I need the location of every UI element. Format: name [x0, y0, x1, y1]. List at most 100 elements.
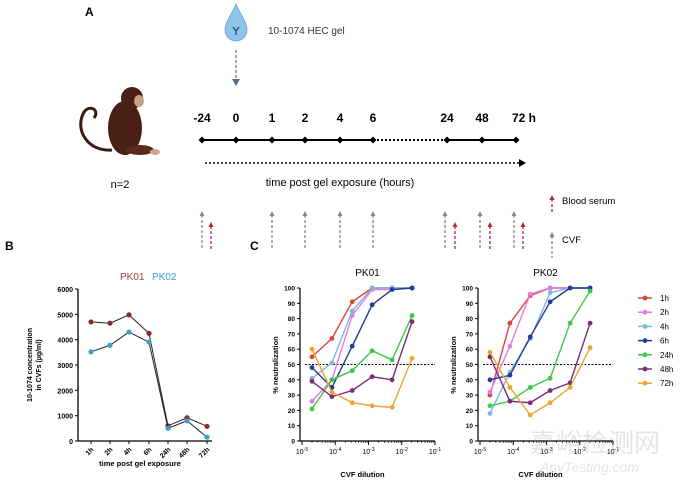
series-line-48h	[311, 321, 413, 398]
cvf-sampling-arrow-head	[302, 211, 308, 216]
y-tick-label: 70	[466, 331, 474, 338]
y-tick-label: 1000	[57, 414, 73, 421]
y-tick-label: 6000	[57, 287, 73, 294]
timepoint-marker	[478, 136, 486, 144]
y-tick-label: 90	[466, 301, 474, 308]
x-tick-base: 10	[474, 449, 482, 456]
y-tick-label: 50	[466, 362, 474, 369]
data-point-1h	[309, 354, 315, 360]
legend-item-1h: 1h	[638, 294, 669, 303]
legend-swatch-marker	[642, 352, 648, 358]
cvf-sampling-arrow-head	[337, 211, 343, 216]
y-axis-label-line2: in CVFs (µg/ml)	[36, 339, 43, 390]
x-tick-label: 2h	[104, 446, 115, 457]
data-point-pk01	[107, 320, 113, 326]
x-tick-exponent: -5	[482, 447, 487, 453]
watermark: 嘉峪检测网 AnyTesting.com	[530, 428, 660, 475]
timepoint-marker	[301, 136, 309, 144]
data-point-72h	[587, 345, 593, 351]
legend-item-2h: 2h	[638, 308, 669, 317]
legend-label: 6h	[660, 337, 669, 346]
time-arrow-head	[519, 159, 526, 167]
x-tick-label: 10-2	[574, 447, 586, 456]
data-point-pk02	[146, 339, 152, 345]
data-point-pk02	[184, 418, 190, 424]
legend-swatch-marker	[642, 324, 648, 329]
cvf-sampling-arrow-head	[199, 211, 205, 216]
y-tick-label: 30	[466, 393, 474, 400]
legend-label: 2h	[660, 308, 669, 317]
timepoint-label: 24	[440, 111, 454, 125]
legend-blood-serum: Blood serum	[562, 196, 615, 207]
data-point-pk02	[126, 329, 132, 335]
legend-item-6h: 6h	[638, 337, 669, 346]
data-point-24h	[329, 377, 335, 383]
x-tick-exponent: -1	[615, 447, 620, 453]
series-line-48h	[489, 322, 591, 404]
legend-item-4h: 4h	[638, 322, 669, 331]
data-point-24h	[587, 288, 593, 294]
legend-serum-arrow-head	[549, 195, 555, 200]
data-point-72h	[349, 400, 355, 406]
serum-sampling-arrow-head	[452, 222, 458, 227]
data-point-6h	[349, 343, 355, 349]
y-tick-label: 40	[466, 377, 474, 384]
x-axis-label: CVF dilution	[518, 470, 563, 479]
chart-b-concentration: 0 1000 2000 3000 4000 5000 6000 1h 2h 4h 6h 24h 48h 7…	[27, 272, 212, 468]
data-point-pk01	[88, 319, 94, 325]
y-tick-label: 60	[466, 347, 474, 354]
data-point-6h	[409, 285, 415, 291]
y-tick-label: 60	[288, 347, 296, 354]
series-line-72h	[489, 347, 591, 416]
timepoint-marker	[336, 136, 344, 144]
timepoint-label: 0	[233, 111, 240, 125]
legend-label: 72h	[660, 379, 673, 388]
data-point-72h	[389, 404, 395, 410]
legend-pk02: PK02	[152, 272, 177, 283]
gel-label: 10-1074 HEC gel	[268, 26, 345, 37]
data-point-24h	[349, 368, 355, 374]
x-tick-base: 10	[429, 449, 437, 456]
data-point-1h	[329, 336, 335, 341]
legend-item-24h: 24h	[638, 351, 673, 360]
x-tick-label: 10-2	[396, 447, 408, 456]
data-point-48h	[587, 320, 593, 326]
panel-c-label: C	[250, 239, 259, 253]
y-tick-label: 4000	[57, 338, 73, 345]
data-point-pk02	[107, 342, 113, 348]
timepoint-marker	[198, 136, 206, 144]
y-tick-label: 40	[288, 377, 296, 384]
data-point-24h	[309, 406, 315, 412]
data-point-24h	[567, 320, 573, 326]
panel-b-label: B	[5, 239, 14, 253]
data-point-4h	[329, 360, 335, 366]
x-tick-base: 10	[540, 449, 548, 456]
data-point-72h	[409, 355, 415, 361]
data-point-6h	[369, 302, 375, 308]
x-tick-label: 10-5	[296, 447, 308, 456]
legend-swatch-marker	[642, 380, 648, 386]
data-point-pk01	[146, 330, 152, 336]
data-point-48h	[507, 398, 513, 404]
data-point-pk01	[126, 312, 132, 318]
data-point-4h	[369, 285, 375, 291]
series-line-72h	[311, 348, 413, 409]
x-tick-exponent: -2	[403, 447, 408, 453]
x-tick-exponent: -3	[370, 447, 375, 453]
data-point-1h	[507, 320, 513, 326]
data-point-72h	[309, 346, 315, 352]
gel-drop-icon	[224, 2, 248, 42]
timepoint-label: 72 h	[512, 111, 536, 125]
data-point-6h	[487, 377, 493, 383]
data-point-24h	[547, 375, 553, 381]
legend-swatch-marker	[642, 295, 648, 301]
data-point-48h	[389, 377, 395, 383]
data-point-72h	[487, 349, 493, 355]
y-tick-label: 3000	[57, 363, 73, 370]
legend-swatch-marker	[642, 309, 648, 315]
data-point-72h	[329, 389, 335, 395]
legend-item-72h: 72h	[638, 379, 673, 388]
x-tick-label: 10-5	[474, 447, 486, 456]
